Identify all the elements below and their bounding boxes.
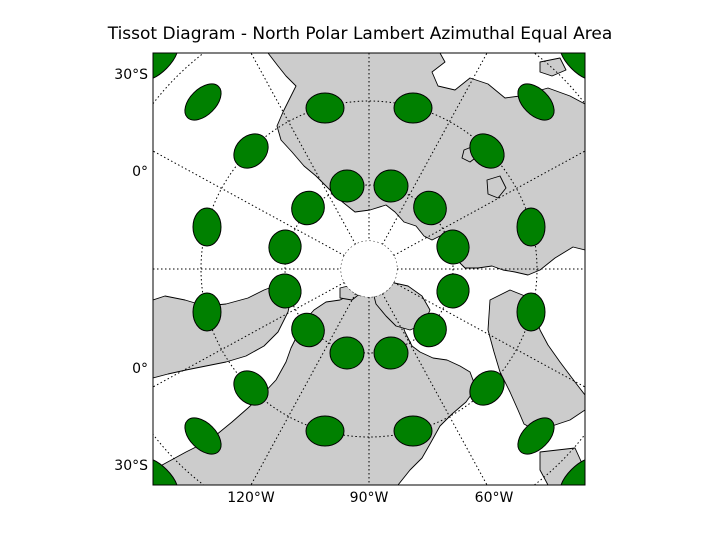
tissot-circle: [469, 133, 505, 169]
tissot-circle: [393, 92, 433, 124]
tissot-circle: [305, 415, 345, 447]
tissot-circle: [291, 312, 325, 348]
tissot-circle: [516, 292, 546, 332]
tissot-circle: [329, 169, 365, 203]
lat-label: 0°: [132, 361, 148, 377]
lat-label: 30°S: [114, 458, 148, 474]
tissot-circle: [192, 292, 222, 332]
tissot-circle: [268, 229, 302, 265]
page-title: Tissot Diagram - North Polar Lambert Azi…: [107, 24, 613, 44]
tissot-circle: [305, 92, 345, 124]
tissot-circle: [329, 336, 365, 370]
land-island-3: [539, 57, 567, 77]
tissot-circle: [233, 370, 269, 406]
tissot-circle: [469, 370, 505, 406]
lon-label: 60°W: [475, 490, 514, 506]
tissot-circle: [516, 207, 546, 247]
lat-label: 0°: [132, 164, 148, 180]
tissot-circle: [373, 336, 409, 370]
tissot-circle: [268, 273, 302, 309]
tissot-circle: [393, 415, 433, 447]
tissot-circle: [559, 53, 585, 81]
tissot-circle: [184, 417, 222, 455]
lon-label: 120°W: [227, 490, 275, 506]
tissot-indicatrices: [153, 53, 585, 485]
land-masses: [153, 53, 585, 485]
tissot-circle: [559, 457, 585, 485]
tissot-circle: [192, 207, 222, 247]
map-frame: [152, 52, 586, 486]
tissot-circle: [291, 190, 325, 226]
tissot-circle: [153, 53, 179, 81]
tissot-circle: [413, 190, 447, 226]
pole-region: [341, 241, 397, 297]
tissot-circle: [517, 83, 555, 121]
lat-label: 30°S: [114, 67, 148, 83]
land-island-4: [486, 175, 507, 199]
tissot-circle: [436, 229, 470, 265]
tissot-circle: [413, 312, 447, 348]
tissot-circle: [436, 273, 470, 309]
tissot-circle: [517, 417, 555, 455]
tissot-circle: [184, 83, 222, 121]
tissot-circle: [153, 457, 179, 485]
tissot-circle: [233, 133, 269, 169]
tissot-circle: [373, 169, 409, 203]
lon-label: 90°W: [350, 490, 389, 506]
